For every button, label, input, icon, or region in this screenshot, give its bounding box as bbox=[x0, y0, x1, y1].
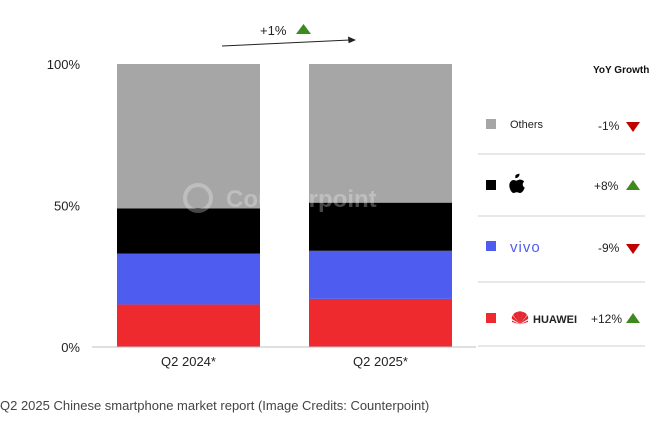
growth-down-triangle-icon bbox=[626, 122, 640, 132]
growth-annotation-arrowhead bbox=[348, 36, 356, 44]
legend-swatch-vivo bbox=[486, 241, 496, 251]
counterpoint-watermark: Counterpoint bbox=[183, 183, 377, 213]
x-tick-label: Q2 2024* bbox=[161, 354, 216, 369]
bar-segment-huawei bbox=[309, 298, 452, 347]
growth-annotation: +1% bbox=[221, 23, 356, 47]
huawei-logo-icon bbox=[511, 311, 529, 325]
y-tick-label: 50% bbox=[54, 199, 80, 214]
growth-annotation-text: +1% bbox=[260, 23, 287, 38]
growth-value-others: -1% bbox=[598, 119, 620, 133]
y-tick-label: 0% bbox=[61, 340, 80, 355]
legend: YoY Growth Others -1% +8% vivo -9% bbox=[478, 65, 649, 347]
legend-swatch-others bbox=[486, 119, 496, 129]
bar-segment-apple bbox=[117, 208, 260, 254]
legend-swatch-huawei bbox=[486, 313, 496, 323]
legend-label-others: Others bbox=[510, 119, 544, 131]
vivo-logo-text: vivo bbox=[510, 239, 541, 256]
bar-segment-huawei bbox=[117, 304, 260, 347]
growth-annotation-up-triangle-icon bbox=[296, 24, 311, 34]
growth-value-vivo: -9% bbox=[598, 241, 620, 255]
stacked-bars bbox=[117, 64, 452, 347]
growth-up-triangle-icon bbox=[626, 180, 640, 190]
x-tick-label: Q2 2025* bbox=[353, 354, 408, 369]
growth-down-triangle-icon bbox=[626, 244, 640, 254]
bar-segment-others bbox=[117, 64, 260, 209]
legend-swatch-apple bbox=[486, 180, 496, 190]
bar-segment-vivo bbox=[309, 250, 452, 299]
growth-up-triangle-icon bbox=[626, 313, 640, 323]
x-axis-labels: Q2 2024* Q2 2025* bbox=[161, 354, 408, 369]
growth-value-huawei: +12% bbox=[591, 312, 622, 326]
huawei-logo-text: HUAWEI bbox=[533, 314, 577, 326]
apple-logo-icon bbox=[509, 173, 525, 193]
watermark-logo-icon bbox=[183, 183, 213, 213]
watermark-text: Counterpoint bbox=[226, 186, 377, 213]
bar-segment-others bbox=[309, 64, 452, 203]
image-caption: Q2 2025 Chinese smartphone market report… bbox=[0, 398, 430, 413]
y-tick-label: 100% bbox=[47, 57, 81, 72]
growth-value-apple: +8% bbox=[594, 179, 619, 193]
growth-annotation-arrow-line bbox=[221, 39, 351, 47]
legend-title: YoY Growth bbox=[593, 65, 649, 76]
bar-segment-apple bbox=[309, 202, 452, 251]
y-axis-ticks: 0% 50% 100% bbox=[47, 57, 81, 355]
bar-segment-vivo bbox=[117, 253, 260, 305]
